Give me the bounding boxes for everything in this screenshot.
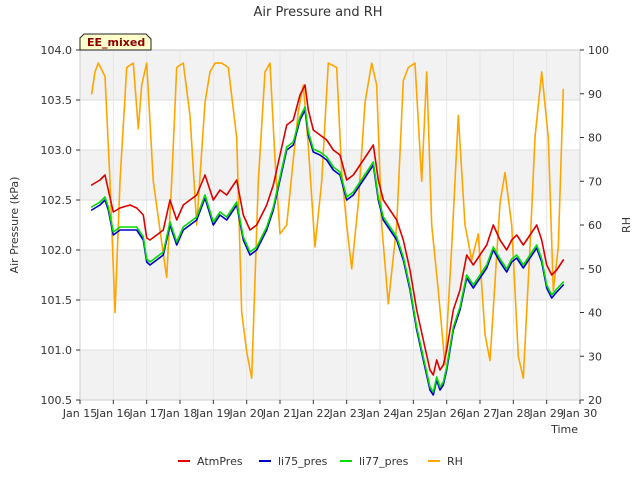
y-tick-label-right: 30	[588, 350, 602, 363]
badge-box	[79, 33, 152, 51]
series-lines	[90, 62, 565, 396]
background-bands	[80, 50, 580, 400]
y-tick-label-left: 104.0	[41, 44, 73, 57]
x-tick-label: Jan 21	[262, 407, 297, 420]
chart-title: Air Pressure and RH	[253, 5, 382, 20]
background-band	[80, 350, 580, 400]
x-axis-title: Time	[550, 423, 578, 436]
legend-label-li77_pres: li77_pres	[359, 455, 409, 468]
y-tick-label-right: 90	[588, 88, 602, 101]
x-tick-label: Jan 20	[228, 407, 263, 420]
x-tick-label: Jan 22	[295, 407, 330, 420]
legend: AtmPres li75_pres li77_pres RH	[178, 455, 463, 468]
y-axis-left-title: Air Pressure (kPa)	[8, 177, 21, 274]
legend-label-rh: RH	[447, 455, 463, 468]
y-tick-label-left: 103.0	[41, 144, 73, 157]
y-tick-label-left: 101.5	[41, 294, 73, 307]
y-axis-right-title: RH	[620, 217, 633, 233]
x-tick-label: Jan 29	[528, 407, 563, 420]
x-tick-label: Jan 24	[362, 407, 397, 420]
legend-label-atmpres: AtmPres	[197, 455, 243, 468]
grid-lines	[79, 49, 581, 401]
y-tick-label-right: 100	[588, 44, 609, 57]
x-tick-label: Jan 16	[95, 407, 130, 420]
y-tick-label-left: 100.5	[41, 394, 73, 407]
y-tick-label-right: 40	[588, 307, 602, 320]
background-band	[80, 50, 580, 100]
series-line-atmpres	[90, 84, 565, 376]
y-tick-label-left: 103.5	[41, 94, 73, 107]
x-tick-label: Jan 27	[462, 407, 497, 420]
y-tick-label-right: 50	[588, 263, 602, 276]
x-tick-label: Jan 25	[395, 407, 430, 420]
x-tick-label: Jan 19	[195, 407, 230, 420]
y-tick-label-left: 102.0	[41, 244, 73, 257]
x-tick-label: Jan 18	[162, 407, 197, 420]
y-tick-label-right: 20	[588, 394, 602, 407]
y-axis-right: 20 30 40 50 60 70 80 90 100	[580, 44, 609, 407]
legend-label-li75_pres: li75_pres	[278, 455, 328, 468]
x-tick-label: Jan 23	[328, 407, 363, 420]
ee-mixed-badge: EE_mixed	[79, 33, 152, 51]
x-tick-label: Jan 28	[495, 407, 530, 420]
x-tick-label: Jan 26	[428, 407, 463, 420]
x-tick-label: Jan 15	[62, 407, 97, 420]
y-tick-label-right: 80	[588, 132, 602, 145]
x-tick-label: Jan 17	[128, 407, 163, 420]
plot-area	[79, 49, 581, 401]
y-tick-label-left: 101.0	[41, 344, 73, 357]
y-tick-label-left: 102.5	[41, 194, 73, 207]
badge-label: EE_mixed	[87, 36, 145, 49]
series-line-li77_pres	[90, 106, 565, 393]
y-tick-label-right: 60	[588, 219, 602, 232]
x-tick-label: Jan 30	[562, 407, 597, 420]
y-axis-left: 100.5 101.0 101.5 102.0 102.5 103.0 103.5 104.0	[41, 44, 80, 407]
y-tick-label-right: 70	[588, 175, 602, 188]
background-band	[80, 150, 580, 200]
series-line-rh	[90, 62, 565, 379]
